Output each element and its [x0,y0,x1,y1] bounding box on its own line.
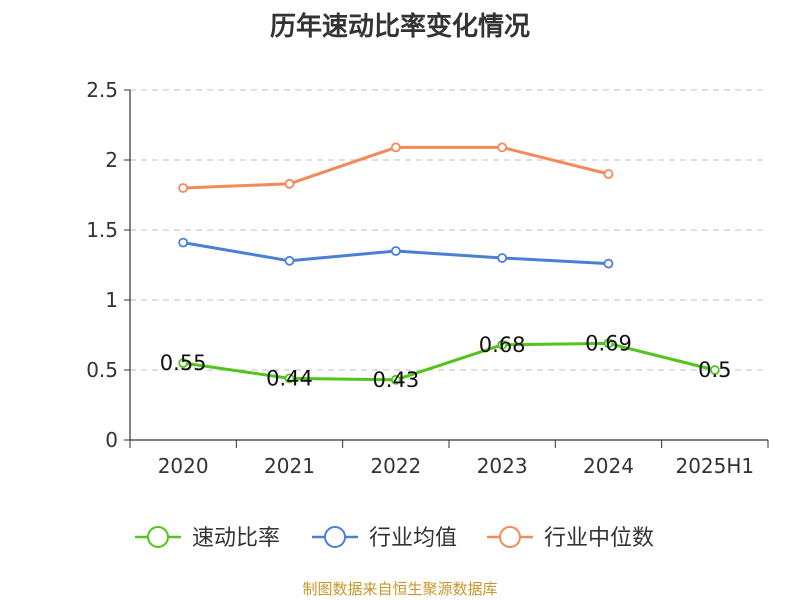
data-point [178,237,189,248]
legend-label: 行业均值 [369,526,457,551]
data-label: 0.69 [585,331,632,355]
data-label: 0.5 [698,358,731,382]
data-point [497,142,508,153]
data-point [603,338,614,349]
data-point [603,169,614,179]
x-tick-label: 2025H1 [675,454,754,478]
x-tick-label: 2023 [477,454,528,478]
data-label: 0.55 [160,351,207,375]
data-point [284,178,295,189]
data-point [603,258,614,269]
x-tick-label: 2022 [370,454,421,478]
y-tick-label: 0 [105,428,118,452]
data-point [497,339,508,350]
series-line [182,341,716,382]
y-tick-label: 1.5 [86,218,118,242]
data-label: 0.68 [479,333,526,357]
x-tick-label: 2024 [583,454,634,478]
legend-marker [499,526,521,548]
data-labels: 0.55 0.44 0.43 0.68 0.69 0.5 [160,331,732,391]
data-point [284,373,295,384]
legend-label: 速动比率 [192,526,280,551]
data-point [178,358,189,368]
legend-label: 行业中位数 [544,526,654,551]
series-lines [178,142,720,385]
grid-lines [130,89,768,371]
x-tick-label: 2020 [158,454,209,478]
source-note: 制图数据来自恒生聚源数据库 [302,580,498,598]
y-tick-label: 0.5 [86,358,118,382]
axes: 0 0.5 1 1.5 2 2.5 2020 2021 2022 2023 2024 2025H1 [86,78,769,478]
data-point [390,374,401,385]
data-point [390,142,401,153]
data-point [390,246,401,256]
legend: 速动比率 行业均值 行业中位数 [135,526,654,551]
legend-marker [324,526,346,548]
y-tick-label: 2.5 [86,78,118,102]
data-label: 0.44 [266,366,313,390]
series-line [183,145,609,190]
y-tick-label: 2 [105,148,118,172]
legend-marker [147,526,169,548]
data-point [497,253,508,263]
data-label: 0.43 [372,368,419,392]
data-point [284,255,295,266]
data-point [709,365,720,375]
chart-title: 历年速动比率变化情况 [269,12,530,42]
y-tick-label: 1 [105,288,118,312]
data-point [178,183,189,193]
x-tick-label: 2021 [264,454,315,478]
